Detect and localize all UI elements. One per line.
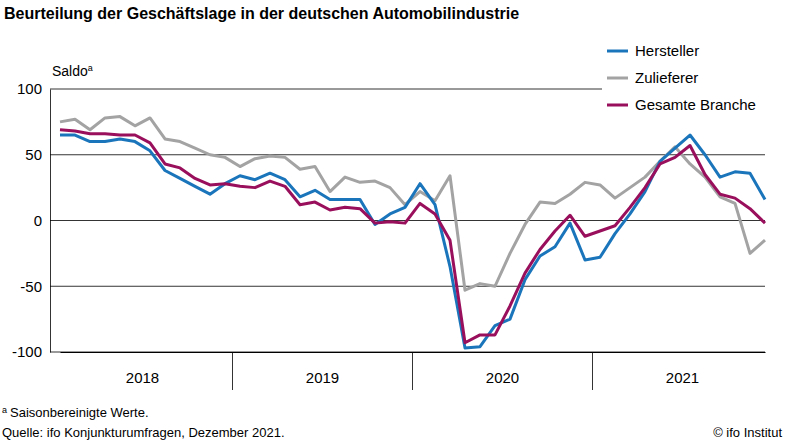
y-tick-label: 0 xyxy=(34,212,42,229)
series-line xyxy=(60,130,765,343)
y-tick-label: 50 xyxy=(25,146,42,163)
footnote-group: aSaisonbereinigte Werte. xyxy=(2,405,149,420)
legend-swatch xyxy=(607,104,628,107)
x-axis-line xyxy=(61,352,766,353)
period-separator xyxy=(592,352,593,390)
period-separator xyxy=(232,352,233,390)
credit: © ifo Institut xyxy=(713,425,782,440)
legend-label: Gesamte Branche xyxy=(635,96,756,113)
x-tick: 2019 xyxy=(306,352,339,386)
grid xyxy=(50,89,765,352)
y-tick: 100 xyxy=(17,80,50,97)
y-tick: -50 xyxy=(20,278,50,295)
footnote-marker: a xyxy=(88,63,93,73)
x-tick-label: 2021 xyxy=(666,369,699,386)
y-axis: -100 -50 0 50 100 xyxy=(12,80,51,360)
y-label-group: Saldoa xyxy=(52,63,93,79)
grid-line xyxy=(50,286,765,287)
title: Beurteilung der Geschäftslage in der deu… xyxy=(4,5,519,22)
y-tick-label: 100 xyxy=(17,80,42,97)
y-tick: 50 xyxy=(25,146,50,163)
legend-background xyxy=(602,36,785,118)
x-tick-label: 2019 xyxy=(306,369,339,386)
series-line xyxy=(60,117,765,291)
period-separator xyxy=(412,352,413,390)
y-tick-label: -100 xyxy=(12,343,42,360)
footnote-marker: a xyxy=(2,405,7,415)
footnote: Saisonbereinigte Werte. xyxy=(10,405,149,420)
y-tick: 0 xyxy=(34,212,50,229)
legend-swatch xyxy=(607,50,628,53)
x-tick-label: 2020 xyxy=(486,369,519,386)
plot-area xyxy=(60,117,765,348)
source: Quelle: ifo Konjunkturumfragen, Dezember… xyxy=(2,425,285,440)
x-tick: 2018 xyxy=(126,352,159,386)
y-label: Saldo xyxy=(52,63,88,79)
legend-swatch xyxy=(607,77,628,80)
y-tick: -100 xyxy=(12,343,50,360)
legend: Hersteller Zulieferer Gesamte Branche xyxy=(602,36,785,118)
y-tick-label: -50 xyxy=(20,278,42,295)
y-axis-line xyxy=(50,90,51,353)
x-tick: 2021 xyxy=(666,352,699,386)
legend-label: Zulieferer xyxy=(635,69,698,86)
x-axis: 2018 2019 2020 2021 xyxy=(61,352,766,386)
x-tick: 2020 xyxy=(486,352,519,386)
x-tick-label: 2018 xyxy=(126,369,159,386)
chart: Beurteilung der Geschäftslage in der deu… xyxy=(0,0,787,443)
legend-label: Hersteller xyxy=(635,42,699,59)
grid-line xyxy=(50,352,765,353)
